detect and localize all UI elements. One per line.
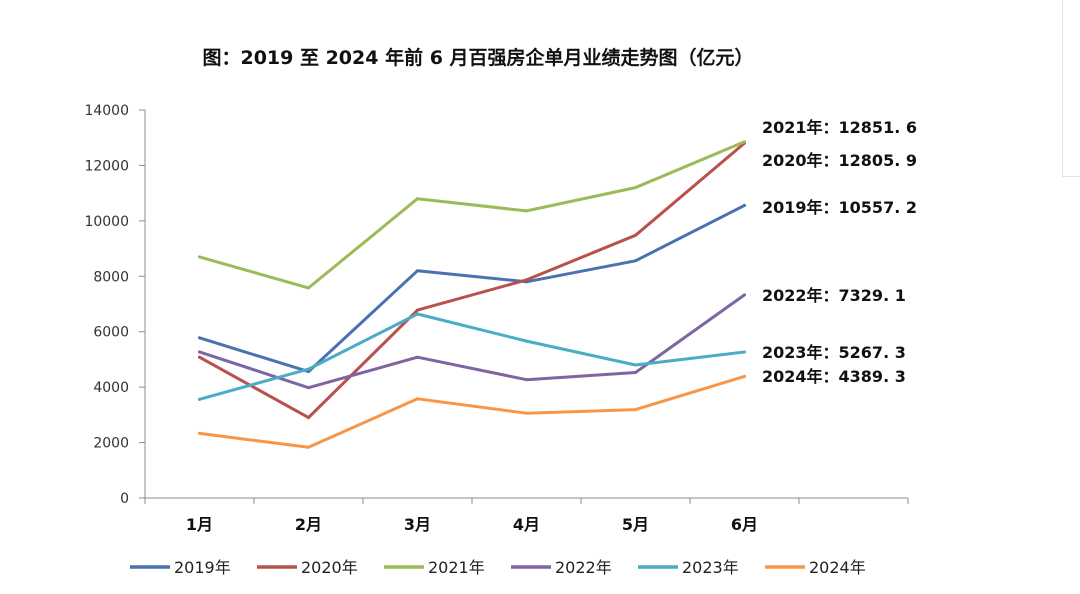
axes-group: 0 2000 4000 6000 8000 10000 12000 14000 1月 2月 3月 4月… xyxy=(84,103,909,534)
data-point xyxy=(743,203,746,207)
legend-label: 2024年 xyxy=(809,558,866,577)
end-label: 2020年：12805. 9 xyxy=(762,151,917,170)
y-tick-label: 4000 xyxy=(93,380,129,396)
y-tick-label: 12000 xyxy=(84,158,129,174)
data-point xyxy=(416,397,419,401)
data-point xyxy=(634,259,637,263)
data-point xyxy=(416,269,419,273)
data-point xyxy=(307,386,310,390)
data-point xyxy=(198,355,201,359)
data-point xyxy=(525,209,528,213)
data-point xyxy=(307,370,310,374)
chart-title: 图：2019 至 2024 年前 6 月百强房企单月业绩走势图（亿元） xyxy=(202,46,753,69)
data-point xyxy=(743,293,746,297)
data-point xyxy=(525,411,528,415)
data-point xyxy=(198,350,201,354)
data-point xyxy=(634,408,637,412)
data-point xyxy=(743,350,746,354)
data-point xyxy=(525,378,528,382)
data-point xyxy=(416,312,419,316)
x-tick-label: 1月 xyxy=(186,515,213,534)
data-point xyxy=(525,278,528,282)
data-point xyxy=(416,308,419,312)
y-tick-label: 8000 xyxy=(93,269,129,285)
data-point xyxy=(634,363,637,367)
legend-label: 2022年 xyxy=(555,558,612,577)
y-tick-label: 6000 xyxy=(93,325,129,341)
data-point xyxy=(198,397,201,401)
data-point xyxy=(198,255,201,259)
series-line-2024年 xyxy=(198,374,746,449)
right-edge-tick xyxy=(1062,176,1080,177)
end-label: 2021年：12851. 6 xyxy=(762,118,917,137)
data-point xyxy=(634,233,637,237)
x-tick-label: 2月 xyxy=(295,515,322,534)
end-label: 2019年：10557. 2 xyxy=(762,198,917,217)
x-tick-label: 3月 xyxy=(404,515,431,534)
data-point xyxy=(307,367,310,371)
series-lines-group xyxy=(198,140,746,449)
legend-label: 2020年 xyxy=(301,558,358,577)
x-tick-label: 5月 xyxy=(622,515,649,534)
data-point xyxy=(634,370,637,374)
data-point xyxy=(307,445,310,449)
data-point xyxy=(198,336,201,340)
series-line-2021年 xyxy=(198,140,746,290)
right-edge-divider xyxy=(1062,0,1063,177)
end-label: 2024年：4389. 3 xyxy=(762,367,906,386)
legend-label: 2021年 xyxy=(428,558,485,577)
data-point xyxy=(416,197,419,201)
series-line-2020年 xyxy=(198,141,746,420)
legend-label: 2023年 xyxy=(682,558,739,577)
y-tick-label: 14000 xyxy=(84,103,129,119)
series-line-2022年 xyxy=(198,293,746,390)
x-tick-label: 4月 xyxy=(513,515,540,534)
series-line-2019年 xyxy=(198,203,746,374)
data-point xyxy=(307,416,310,420)
data-point xyxy=(634,186,637,190)
data-point xyxy=(743,140,746,144)
y-tick-label: 10000 xyxy=(84,214,129,230)
y-tick-label: 2000 xyxy=(93,436,129,452)
data-point xyxy=(525,339,528,343)
data-point xyxy=(416,355,419,359)
data-point xyxy=(307,286,310,290)
data-point xyxy=(743,374,746,378)
legend: 2019年 2020年 2021年 2022年 2023年 2024年 xyxy=(130,558,866,577)
end-label: 2022年：7329. 1 xyxy=(762,286,906,305)
legend-label: 2019年 xyxy=(174,558,231,577)
series-line-2023年 xyxy=(198,312,746,401)
data-point xyxy=(198,431,201,435)
y-tick-label: 0 xyxy=(120,491,129,507)
end-label: 2023年：5267. 3 xyxy=(762,343,906,362)
end-labels-group: 2019年：10557. 2 2020年：12805. 9 2021年：12851.… xyxy=(762,118,917,386)
x-tick-label: 6月 xyxy=(731,515,758,534)
